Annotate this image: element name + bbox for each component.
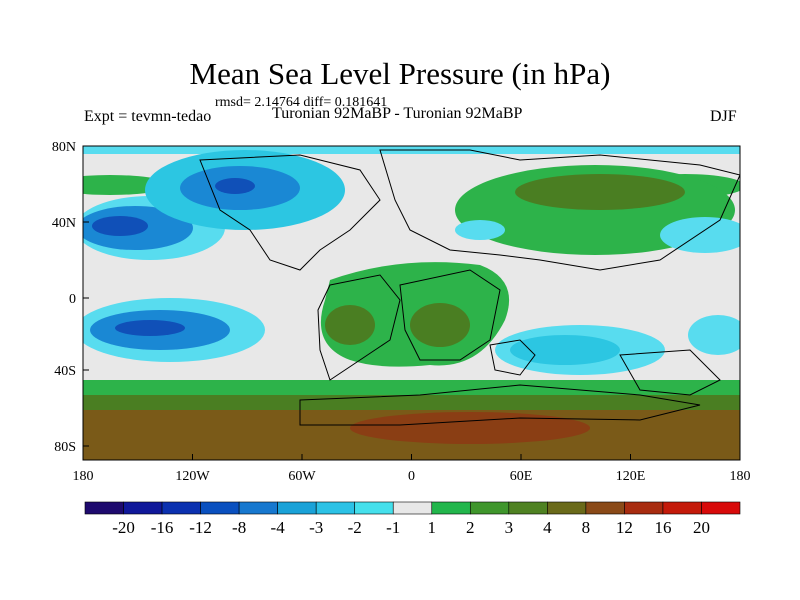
colorbar-swatch [585,501,625,515]
colorbar-swatch [123,501,163,515]
colorbar-swatch [277,501,317,515]
colorbar-swatch [238,501,278,515]
colorbar-swatch [469,501,510,515]
colorbar-label: 4 [543,518,552,537]
coastline-india [489,339,536,376]
colorbar-swatch [392,501,433,515]
colorbar-label: 1 [428,518,437,537]
north-pacific-low-core [92,216,148,236]
colorbar-label: -1 [386,518,400,537]
colorbar-swatch [662,501,702,515]
lon-tick-label: 60E [510,469,533,484]
indian-ocean-low-core [510,335,620,365]
latitude-axis: 80N 40N 0 40S 80S [52,140,89,455]
coastline-north-america [199,154,381,271]
colorbar-label: 3 [505,518,514,537]
pressure-field [83,146,740,460]
north-america-low-core [215,178,255,194]
south-pacific-low-core [115,320,185,336]
antarctic-high-core [350,412,590,444]
colorbar-swatch [84,501,124,515]
colorbar-label: -4 [271,518,286,537]
coastline-eurasia [379,149,740,271]
colorbar-label: -20 [112,518,135,537]
comparison-subtitle: Turonian 92MaBP - Turonian 92MaBP [272,105,523,122]
coastline-south-america [317,274,401,381]
coastline-australia [619,349,721,396]
lat-tick-label: 40N [52,216,76,231]
colorbar-label: 8 [582,518,591,537]
colorbar-swatch [200,501,240,515]
colorbar-swatch [547,501,587,515]
lon-tick-label: 180 [730,469,751,484]
colorbar-label: -12 [189,518,212,537]
south-america-high [325,305,375,345]
eurasian-high-core [515,174,685,210]
lat-tick-label: 40S [54,364,76,379]
colorbar-label: 16 [654,518,671,537]
south-east-low [688,315,740,355]
coastline-africa [399,269,501,361]
lon-tick-label: 120W [175,469,210,484]
colorbar-label: -3 [309,518,323,537]
colorbar: -20 -16 -12 -8 -4 -3 -2 -1 1 2 3 4 8 12 16 20 [84,501,741,537]
africa-high [410,303,470,347]
colorbar-swatch [701,501,741,515]
colorbar-swatch [624,501,664,515]
colorbar-swatch [431,501,471,515]
colorbar-label: -16 [151,518,174,537]
experiment-label: Expt = tevmn-tedao [84,108,212,125]
lon-tick-label: 0 [408,469,415,484]
colorbar-label: -2 [348,518,362,537]
colorbar-swatch [315,501,356,515]
colorbar-swatch [354,501,394,515]
rmsd-stats: rmsd= 2.14764 diff= 0.181641 [215,95,388,110]
lat-tick-label: 80S [54,440,76,455]
mediterranean-low [455,220,505,240]
season-label: DJF [710,108,737,125]
coastline-antarctica [299,384,701,426]
colorbar-label: 2 [466,518,475,537]
lat-tick-label: 80N [52,140,76,155]
lon-tick-label: 60W [288,469,316,484]
colorbar-swatch [161,501,201,515]
colorbar-label: 12 [616,518,633,537]
colorbar-label: -8 [232,518,246,537]
coastlines [199,149,740,426]
colorbar-label: 20 [693,518,710,537]
lon-tick-label: 180 [73,469,94,484]
west-pacific-low [660,217,740,253]
colorbar-swatch [508,501,548,515]
lat-tick-label: 0 [69,292,76,307]
longitude-axis: 180 120W 60W 0 60E 120E 180 [73,454,751,484]
map-title: Mean Sea Level Pressure (in hPa) [189,56,611,91]
lon-tick-label: 120E [616,469,646,484]
